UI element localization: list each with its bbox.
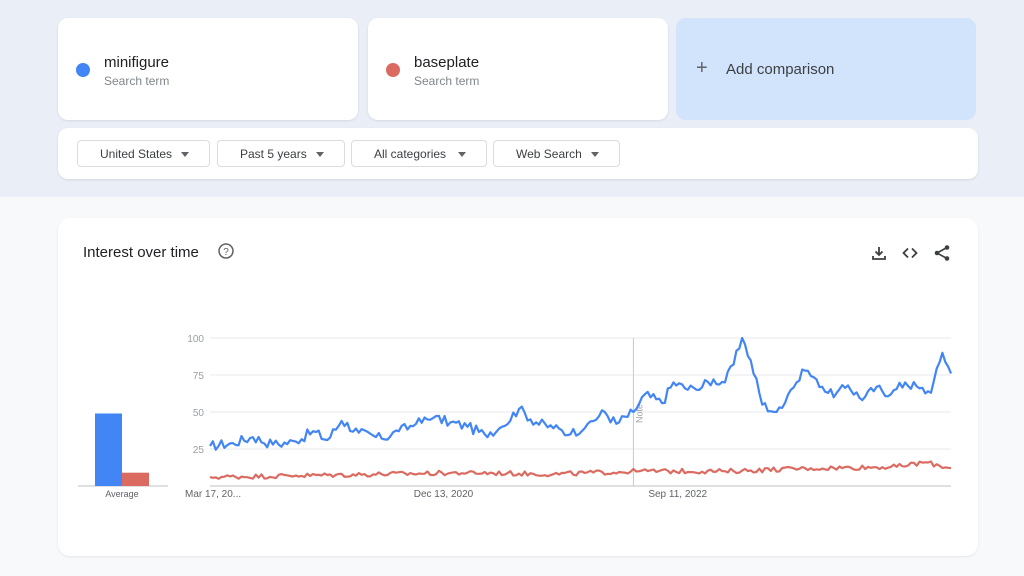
add-comparison-button[interactable]: + Add comparison <box>676 18 976 120</box>
x-tick-label: Mar 17, 20... <box>185 489 241 500</box>
y-tick-label: 25 <box>193 445 205 456</box>
chart-title: Interest over time <box>83 244 199 261</box>
filter-label: United States <box>100 146 173 161</box>
filter-search-type-dropdown[interactable]: Web Search <box>493 140 620 167</box>
term-name: baseplate <box>414 54 480 71</box>
filter-label: Web Search <box>516 146 582 161</box>
download-icon[interactable] <box>870 244 888 262</box>
filter-category-dropdown[interactable]: All categories <box>351 140 487 167</box>
plus-icon: + <box>696 57 708 79</box>
series-color-dot <box>76 63 90 77</box>
interest-chart: 25 50 75 100 Mar 17, 20... Dec 13, 2020 Sep 11… <box>78 334 953 500</box>
series-line-baseplate <box>209 460 952 480</box>
caret-down-icon <box>316 152 324 157</box>
term-name: minifigure <box>104 54 170 71</box>
term-subtitle: Search term <box>104 74 170 88</box>
share-icon[interactable] <box>933 244 951 262</box>
caret-down-icon <box>591 152 599 157</box>
help-icon[interactable]: ? <box>218 243 234 259</box>
average-bar-baseplate <box>122 472 149 486</box>
series-color-dot <box>386 63 400 77</box>
average-bar-minifigure <box>95 413 122 486</box>
y-tick-label: 50 <box>193 408 205 419</box>
y-tick-label: 75 <box>193 371 205 382</box>
y-tick-label: 100 <box>187 334 204 345</box>
filter-region-dropdown[interactable]: United States <box>77 140 210 167</box>
filter-bar: United States Past 5 years All categorie… <box>58 128 978 179</box>
note-marker-label: Note <box>634 404 644 423</box>
term-card-baseplate[interactable]: baseplate Search term <box>368 18 668 120</box>
filter-label: Past 5 years <box>240 146 307 161</box>
term-card-minifigure[interactable]: minifigure Search term <box>58 18 358 120</box>
x-tick-label: Sep 11, 2022 <box>648 489 707 500</box>
add-comparison-label: Add comparison <box>726 61 835 78</box>
caret-down-icon <box>458 152 466 157</box>
series-line-minifigure <box>209 336 953 451</box>
term-subtitle: Search term <box>414 74 480 88</box>
interest-over-time-card: Interest over time ? 25 50 75 100 Mar 17, 20… <box>58 218 978 556</box>
average-label: Average <box>105 489 138 499</box>
caret-down-icon <box>181 152 189 157</box>
filter-label: All categories <box>374 146 447 161</box>
embed-icon[interactable] <box>901 244 919 262</box>
svg-text:?: ? <box>223 247 229 258</box>
filter-time-dropdown[interactable]: Past 5 years <box>217 140 345 167</box>
x-tick-label: Dec 13, 2020 <box>414 489 474 500</box>
